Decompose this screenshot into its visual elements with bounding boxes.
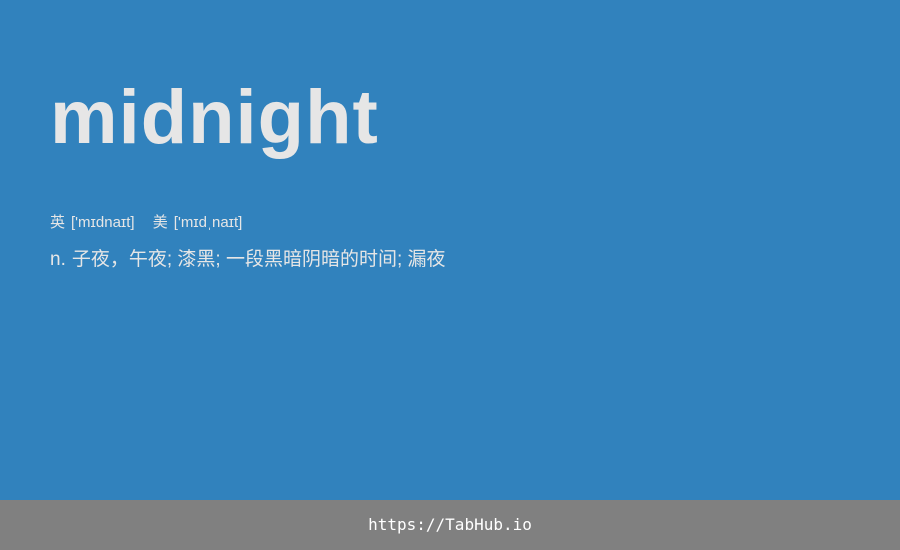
word-card: midnight 英 ['mɪdnaɪt] 美 ['mɪdˌnaɪt] n. 子夜，午…: [0, 0, 900, 500]
region-label-us: 美: [152, 214, 168, 231]
ipa-us: ['mɪdˌnaɪt]: [173, 214, 243, 231]
pronunciation-row: 英 ['mɪdnaɪt] 美 ['mɪdˌnaɪt]: [50, 212, 256, 234]
footer-bar: https://TabHub.io: [0, 500, 900, 550]
headword: midnight: [50, 75, 379, 160]
definition-line: n. 子夜，午夜; 漆黑; 一段黑暗阴暗的时间; 漏夜: [50, 247, 446, 273]
pronunciation-uk: 英 ['mɪdnaɪt]: [50, 212, 135, 234]
region-label-uk: 英: [50, 214, 66, 231]
footer-link[interactable]: https://TabHub.io: [368, 515, 532, 534]
ipa-uk: ['mɪdnaɪt]: [71, 214, 135, 231]
definition-text: 子夜，午夜; 漆黑; 一段黑暗阴暗的时间; 漏夜: [71, 249, 446, 270]
pronunciation-us: 美 ['mɪdˌnaɪt]: [153, 212, 243, 234]
part-of-speech: n.: [50, 249, 66, 270]
